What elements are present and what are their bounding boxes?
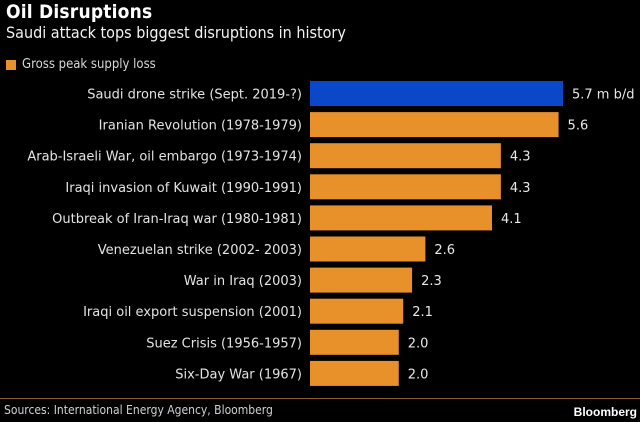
category-label: Iraqi invasion of Kuwait (1990-1991) xyxy=(65,181,302,196)
chart-subtitle: Saudi attack tops biggest disruptions in… xyxy=(6,23,346,42)
value-label: 4.1 xyxy=(501,212,522,227)
category-label: Iranian Revolution (1978-1979) xyxy=(99,119,302,134)
bar xyxy=(310,112,559,138)
category-label: Iraqi oil export suspension (2001) xyxy=(83,305,302,320)
category-label: Suez Crisis (1956-1957) xyxy=(146,336,302,351)
source-note: Sources: International Energy Agency, Bl… xyxy=(4,403,273,417)
bar-row: Venezuelan strike (2002- 2003) 2.6 xyxy=(98,236,455,262)
bar-row: Six-Day War (1967) 2.0 xyxy=(175,360,429,386)
bar xyxy=(310,143,501,169)
category-label: Arab-Israeli War, oil embargo (1973-1974… xyxy=(27,150,302,165)
category-label: Saudi drone strike (Sept. 2019-?) xyxy=(87,88,302,103)
value-label: 2.1 xyxy=(412,305,433,320)
category-label: War in Iraq (2003) xyxy=(184,274,302,289)
value-label: 2.0 xyxy=(408,336,429,351)
value-label: 2.6 xyxy=(434,243,455,258)
footer-divider xyxy=(0,398,640,399)
bar-row: Arab-Israeli War, oil embargo (1973-1974… xyxy=(27,143,531,169)
bar-row: Saudi drone strike (Sept. 2019-?) 5.7 m b… xyxy=(87,81,635,106)
bar xyxy=(310,329,399,355)
bar xyxy=(310,267,413,293)
value-label: 4.3 xyxy=(510,150,531,165)
bar xyxy=(310,360,399,386)
bar-row: Iraqi invasion of Kuwait (1990-1991) 4.3 xyxy=(65,174,531,200)
bar-row: War in Iraq (2003) 2.3 xyxy=(184,267,442,293)
legend: Gross peak supply loss xyxy=(6,57,156,72)
bar-highlighted xyxy=(310,81,563,106)
category-label: Six-Day War (1967) xyxy=(175,367,302,382)
category-label: Outbreak of Iran-Iraq war (1980-1981) xyxy=(52,212,302,227)
chart-title: Oil Disruptions xyxy=(6,1,153,23)
value-label: 5.7 m b/d xyxy=(572,88,635,103)
value-label: 4.3 xyxy=(510,181,531,196)
bar xyxy=(310,174,501,200)
bloomberg-logo: Bloomberg xyxy=(573,405,637,419)
legend-swatch xyxy=(6,59,16,70)
bar-row: Suez Crisis (1956-1957) 2.0 xyxy=(146,329,429,355)
category-label: Venezuelan strike (2002- 2003) xyxy=(98,243,302,258)
bar-chart: Saudi drone strike (Sept. 2019-?) 5.7 m b… xyxy=(27,81,635,386)
bar xyxy=(310,236,426,262)
bar xyxy=(310,205,492,231)
value-label: 5.6 xyxy=(568,119,589,134)
bar-row: Outbreak of Iran-Iraq war (1980-1981) 4.1 xyxy=(52,205,522,231)
value-label: 2.3 xyxy=(421,274,442,289)
bar-row: Iraqi oil export suspension (2001) 2.1 xyxy=(83,298,433,324)
bar xyxy=(310,298,404,324)
bar-row: Iranian Revolution (1978-1979) 5.6 xyxy=(99,112,589,138)
value-label: 2.0 xyxy=(408,367,429,382)
legend-label: Gross peak supply loss xyxy=(22,57,156,72)
